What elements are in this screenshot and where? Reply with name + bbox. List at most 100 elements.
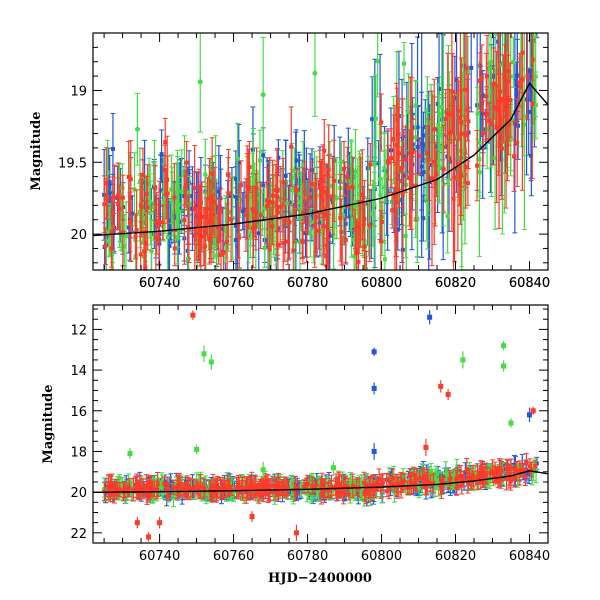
top-data-point [147,181,152,186]
top-data-point [165,235,170,240]
top-data-point [137,179,142,184]
top-data-point [174,195,179,200]
top-data-point [281,180,286,185]
top-highlight-point [197,79,203,85]
top-data-point [275,242,280,247]
top-data-point [104,181,109,186]
top-data-point [210,171,215,176]
top-data-point [454,78,459,83]
top-data-point [367,223,372,228]
top-data-point [143,241,148,246]
top-data-point [417,154,422,159]
top-data-point [314,215,319,220]
top-data-point [128,222,133,227]
top-data-point [463,87,468,92]
top-data-point [463,133,468,138]
top-data-point [266,181,271,186]
top-data-point [211,212,216,217]
top-y-tick-label: 19 [70,84,87,99]
top-data-point [508,138,513,143]
top-data-point [186,224,191,229]
top-data-point [208,220,213,225]
top-data-point [425,117,430,122]
top-data-point [490,122,495,127]
top-data-point [306,195,311,200]
top-data-point [126,174,131,179]
top-data-point [505,136,510,141]
top-data-point [235,244,240,249]
top-data-point [456,108,461,113]
top-data-point [326,173,331,178]
top-data-point [236,160,241,165]
top-data-point [289,144,294,149]
top-data-point [299,200,304,205]
top-data-point [403,157,408,162]
top-data-point [357,225,362,230]
top-data-point [138,252,143,257]
top-data-point [525,74,530,79]
top-data-point [370,211,375,216]
top-data-point [130,211,135,216]
top-data-point [176,209,181,214]
top-data-point [151,205,156,210]
top-data-point [110,146,115,151]
top-data-point [148,199,153,204]
top-data-point [499,146,504,151]
top-data-point [450,89,455,94]
top-data-point [142,180,147,185]
top-data-point [372,185,377,190]
top-data-point [330,200,335,205]
top-data-point [159,152,164,157]
top-data-point [419,142,424,147]
top-data-point [316,228,321,233]
top-data-point [354,250,359,255]
top-data-point [162,167,167,172]
top-data-point [529,97,534,102]
top-data-point [257,188,262,193]
top-data-point [205,207,210,212]
top-data-point [330,194,335,199]
top-data-point [103,244,108,249]
top-data-point [327,183,332,188]
top-data-point [378,192,383,197]
top-data-point [152,162,157,167]
top-data-point [366,225,371,230]
top-data-point [319,232,324,237]
top-data-point [178,182,183,187]
top-data-point [298,239,303,244]
top-data-point [394,233,399,238]
top-data-point [515,140,520,145]
top-data-point [531,82,536,87]
top-data-point [445,214,450,219]
top-data-point [184,190,189,195]
top-data-point [406,110,411,115]
top-data-point [434,171,439,176]
top-data-point [308,230,313,235]
top-data-point [383,173,388,178]
top-data-point [310,188,315,193]
top-data-point [534,10,538,14]
top-data-point [440,117,445,122]
top-data-point [475,163,480,168]
top-data-point [459,120,464,125]
top-data-point [219,252,224,257]
top-y-axis-label: Magnitude [29,111,44,190]
top-data-point [522,114,527,119]
top-data-point [223,224,228,229]
top-data-point [504,114,509,119]
top-data-point [111,275,115,279]
top-data-point [496,99,501,104]
top-data-point [378,239,383,244]
top-data-layer [93,10,548,279]
top-data-point [505,79,510,84]
top-data-point [498,98,503,103]
top-data-point [128,177,133,182]
top-data-point [511,60,516,65]
top-data-point [365,201,370,206]
top-x-tick-label: 60760 [213,276,254,291]
top-data-point [172,246,177,251]
top-data-point [375,59,380,64]
top-data-point [346,185,351,190]
top-data-point [502,75,507,80]
